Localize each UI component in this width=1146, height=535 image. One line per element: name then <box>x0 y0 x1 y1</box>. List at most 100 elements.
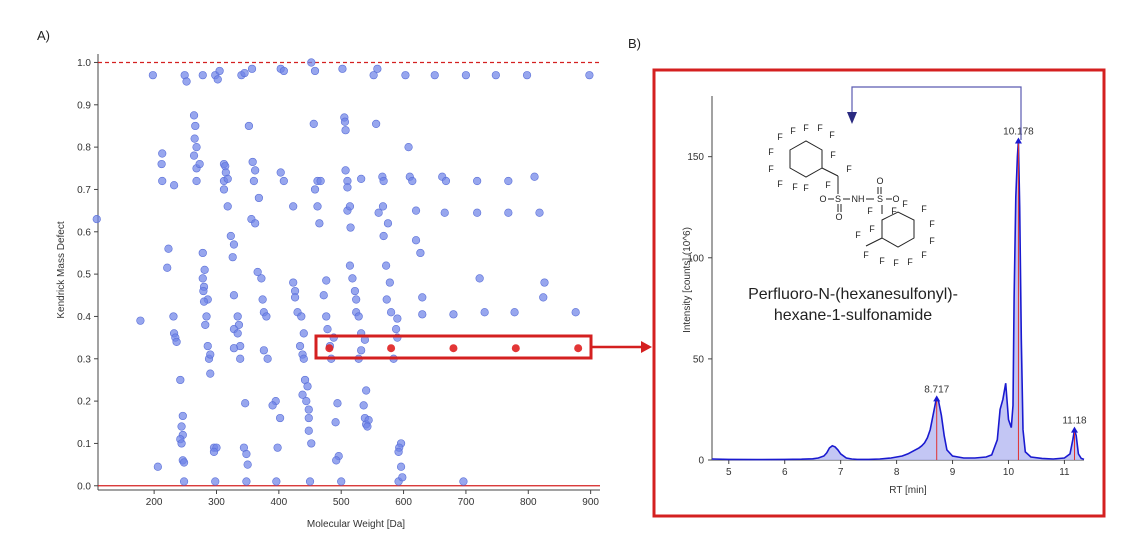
scatter-point <box>346 223 355 232</box>
scatter-point <box>393 314 402 323</box>
y-tick-label: 0.4 <box>77 312 91 323</box>
scatter-point <box>92 214 101 224</box>
peak-markers: 8.717 10.178 11.18 <box>924 126 1087 460</box>
compound-name-line-2: hexane-1-sulfonamide <box>773 307 933 324</box>
x-tick-label: 6 <box>782 467 788 478</box>
scatter-point <box>240 68 249 78</box>
scatter-point <box>242 477 251 486</box>
scatter-point <box>273 443 282 452</box>
scatter-point <box>345 261 355 270</box>
scatter-point <box>157 159 166 169</box>
scatter-point <box>449 310 458 319</box>
scatter-point <box>178 411 187 421</box>
scatter-point <box>305 477 315 486</box>
y-tick-label: 0.8 <box>77 143 91 154</box>
scatter-point <box>192 176 201 186</box>
scatter-point <box>350 286 360 296</box>
scatter-point <box>338 64 347 73</box>
scatter-point <box>441 176 451 186</box>
scatter-point <box>289 202 298 211</box>
scatter-point <box>233 312 242 321</box>
scatter-point <box>226 231 235 241</box>
scatter-point <box>258 295 267 304</box>
x-tick-label: 7 <box>838 467 844 478</box>
scatter-point <box>316 176 325 186</box>
scatter-point <box>383 219 393 228</box>
scatter-point <box>341 126 350 135</box>
scatter-point <box>304 426 313 435</box>
scatter-point <box>382 295 391 304</box>
scatter-point <box>386 308 396 317</box>
fluorine-label: F <box>846 164 852 174</box>
chemical-structure <box>789 140 915 248</box>
scatter-point <box>411 236 421 245</box>
scatter-point <box>191 121 200 131</box>
y-tick-label: 0.2 <box>77 397 91 408</box>
scatter-point <box>307 58 316 67</box>
peak-marker <box>933 395 941 402</box>
scatter-point <box>177 422 186 431</box>
fluorine-label: F <box>902 199 908 209</box>
scatter-point <box>522 71 532 80</box>
fluorine-label: F <box>929 236 935 246</box>
y-tick-label: 0.9 <box>77 100 91 111</box>
scatter-point <box>153 462 162 471</box>
scatter-point <box>401 71 410 80</box>
scatter-point <box>354 312 363 321</box>
scatter-point <box>219 185 229 194</box>
scatter-point <box>331 418 340 427</box>
scatter-point <box>303 382 312 391</box>
x-tick-label: 10 <box>1003 467 1015 478</box>
scatter-point <box>510 308 519 317</box>
fluorine-label: F <box>830 150 836 160</box>
scatter-point <box>363 422 372 431</box>
scatter-point <box>192 143 201 152</box>
compound-name-line-1: Perfluoro-N-(hexanesulfonyl)- <box>748 286 958 303</box>
scatter-point <box>254 193 263 203</box>
y-tick-label: 0 <box>698 456 704 467</box>
scatter-point <box>268 401 277 410</box>
scatter-point <box>461 71 471 80</box>
fluorine-label: F <box>829 130 835 140</box>
scatter-point <box>213 75 222 84</box>
scatter-point <box>297 312 306 321</box>
fluorine-label: F <box>867 206 873 216</box>
chromatogram-trace <box>711 140 1085 461</box>
scatter-point <box>177 439 186 448</box>
y-tick-label: 50 <box>693 354 705 365</box>
scatter-point <box>408 176 417 186</box>
scatter-point <box>473 176 482 186</box>
scatter-points <box>92 58 594 486</box>
structure-atom-labels: F F F F F F F F F F F F F S O O NH S O O… <box>768 123 935 268</box>
scatter-point <box>585 71 594 80</box>
scatter-point <box>179 458 189 467</box>
highlight-arrow-head <box>641 341 652 353</box>
scatter-point <box>182 77 191 86</box>
scatter-point <box>215 66 224 76</box>
scatter-x-axis-title: Molecular Weight [Da] <box>307 519 405 530</box>
compound-name: Perfluoro-N-(hexanesulfonyl)- hexane-1-s… <box>718 284 988 326</box>
scatter-point <box>459 477 468 486</box>
fluorine-label: F <box>817 123 823 133</box>
x-tick-label: 300 <box>208 497 225 508</box>
scatter-point <box>158 149 167 158</box>
scatter-point <box>257 274 266 283</box>
scatter-point <box>348 274 357 283</box>
scatter-point <box>259 346 268 355</box>
scatter-point <box>249 176 259 186</box>
scatter-point <box>229 291 239 300</box>
scatter-point <box>263 354 272 363</box>
scatter-point <box>332 456 341 465</box>
fluorine-label: F <box>907 257 913 267</box>
scatter-point <box>322 312 331 321</box>
scatter-point <box>357 346 366 355</box>
scatter-point <box>396 462 406 471</box>
oxygen-label: O <box>835 212 842 222</box>
scatter-point <box>189 111 199 120</box>
scatter-point <box>223 174 232 183</box>
y-tick-label: 100 <box>687 253 704 264</box>
scatter-point <box>242 449 251 459</box>
scatter-point <box>504 208 513 217</box>
scatter-point <box>385 278 394 287</box>
scatter-point <box>189 151 199 160</box>
